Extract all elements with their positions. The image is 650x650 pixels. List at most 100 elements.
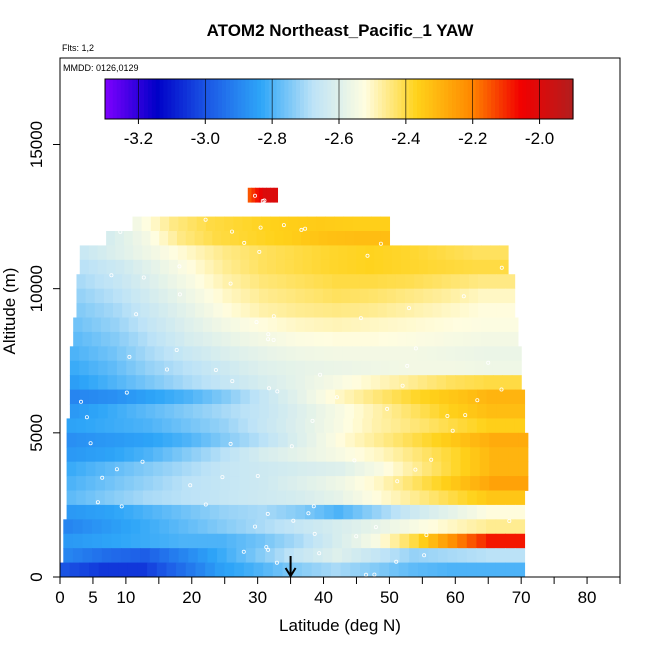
heatmap-cell: [400, 504, 411, 520]
heatmap-cell: [201, 447, 212, 463]
heatmap-cell: [414, 303, 424, 318]
heatmap-cell: [474, 346, 485, 362]
heatmap-cell: [391, 404, 402, 419]
heatmap-cell: [438, 504, 449, 520]
heatmap-cell: [341, 303, 351, 318]
heatmap-cell: [356, 245, 366, 261]
colorbar-swatch: [381, 79, 387, 119]
heatmap-cell: [489, 461, 500, 477]
heatmap-cell: [212, 331, 223, 347]
heatmap-cell: [249, 389, 260, 405]
heatmap-cell: [455, 346, 466, 362]
heatmap-cell: [277, 288, 287, 304]
data-point: [241, 549, 246, 554]
heatmap-cell: [508, 461, 519, 477]
heatmap-cell: [380, 533, 391, 549]
colorbar-swatch: [218, 79, 223, 119]
heatmap-cell: [462, 331, 473, 347]
heatmap-cell: [150, 216, 161, 232]
colorbar-swatch: [202, 79, 207, 119]
heatmap-cell: [140, 288, 151, 304]
heatmap-cell: [95, 447, 106, 463]
heatmap-cell: [419, 490, 430, 506]
heatmap-cell: [249, 461, 260, 477]
heatmap-cell: [305, 418, 316, 434]
heatmap-cell: [142, 490, 154, 506]
heatmap-cell: [195, 562, 206, 578]
heatmap-cell: [313, 274, 324, 290]
heatmap-cell: [410, 389, 421, 405]
heatmap-cell: [397, 317, 408, 333]
colorbar-swatch: [288, 79, 293, 119]
heatmap-cell: [472, 245, 482, 261]
heatmap-cell: [76, 476, 87, 491]
heatmap-cell: [418, 519, 429, 535]
colorbar-swatch: [366, 79, 371, 119]
data-point: [141, 275, 146, 280]
heatmap-cell: [351, 375, 362, 390]
heatmap-cell: [402, 461, 414, 477]
colorbar-tick-label: -2.8: [257, 129, 286, 148]
heatmap-cell: [210, 461, 221, 477]
heatmap-cell: [69, 346, 80, 362]
heatmap-cell: [210, 346, 221, 362]
heatmap-cell: [221, 404, 232, 419]
data-point: [445, 413, 450, 418]
colorbar-swatch: [128, 79, 133, 119]
heatmap-cell: [441, 274, 452, 290]
heatmap-cell: [230, 404, 241, 419]
heatmap-cell: [233, 216, 244, 232]
colorbar-swatch: [342, 79, 348, 119]
heatmap-cell: [332, 548, 343, 563]
heatmap-cell: [202, 389, 213, 405]
heatmap-cell: [118, 562, 129, 578]
heatmap-cell: [104, 504, 115, 520]
heatmap-cell: [316, 447, 327, 463]
heatmap-cell: [172, 432, 183, 448]
heatmap-cell: [441, 303, 452, 318]
heatmap-cell: [454, 245, 464, 261]
heatmap-cell: [267, 317, 278, 333]
heatmap-cell: [341, 288, 351, 304]
heatmap-cell: [361, 519, 372, 535]
heatmap-cell: [201, 432, 212, 448]
heatmap-cell: [181, 476, 193, 491]
heatmap-cell: [104, 418, 115, 434]
heatmap-cell: [505, 533, 516, 549]
heatmap-cell: [256, 231, 267, 246]
heatmap-cell: [515, 389, 526, 405]
heatmap-cell: [450, 476, 462, 491]
heatmap-cell: [304, 274, 315, 290]
heatmap-cell: [276, 504, 287, 520]
heatmap-cell: [69, 375, 80, 390]
heatmap-cell: [401, 389, 412, 405]
y-tick-label: 10000: [27, 265, 46, 312]
heatmap-cell: [477, 404, 488, 419]
heatmap-cell: [495, 519, 506, 535]
heatmap-cell: [176, 231, 187, 246]
data-point: [275, 389, 280, 394]
heatmap-cell: [175, 317, 185, 333]
heatmap-cell: [395, 303, 406, 318]
heatmap-cell: [379, 562, 390, 578]
x-tick-label: 0: [55, 588, 64, 607]
colorbar-swatch: [350, 79, 356, 119]
heatmap-cell: [209, 490, 220, 506]
heatmap-cell: [406, 317, 417, 333]
heatmap-cell: [69, 360, 80, 376]
heatmap-cell: [425, 331, 436, 347]
heatmap-cell: [149, 288, 160, 304]
heatmap-cell: [441, 288, 452, 304]
heatmap-cell: [145, 389, 156, 405]
heatmap-cell: [323, 375, 334, 390]
colorbar-swatch: [140, 79, 145, 119]
heatmap-cell: [158, 288, 169, 304]
heatmap-cell: [149, 303, 160, 318]
heatmap-cell: [133, 504, 144, 520]
data-point: [134, 312, 139, 317]
heatmap-cell: [486, 519, 497, 535]
data-point: [475, 398, 480, 403]
heatmap-cell: [162, 461, 173, 477]
heatmap-cell: [114, 418, 125, 434]
heatmap-cell: [92, 548, 103, 563]
